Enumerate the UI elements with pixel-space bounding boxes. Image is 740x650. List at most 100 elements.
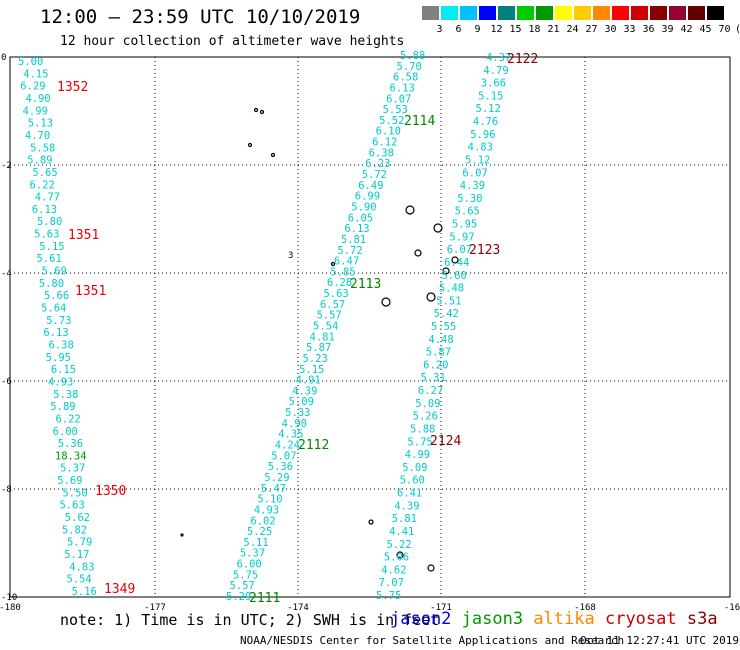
axis-ticks: -180 -177 -174 -171 -168 -16 0 -2 -4 -6 -8 -10 [0, 53, 740, 610]
wave-height-value: 5.47 [261, 483, 286, 495]
pass-time-label: 2113 [350, 277, 381, 292]
island-outline [433, 223, 443, 233]
x-tick-label: -16 [724, 603, 740, 610]
wave-height-value: 5.17 [64, 549, 89, 561]
wave-height-value: 5.48 [439, 283, 464, 295]
footer-note: note: 1) Time is in UTC; 2) SWH is in fe… [60, 611, 440, 629]
wave-height-value: 5.63 [34, 229, 59, 241]
island-outline [247, 142, 253, 148]
y-tick-label: 0 [1, 53, 6, 63]
pass-time-label: 2122 [507, 52, 538, 67]
satellite-legend: jason2 jason3 altika cryosat s3a [390, 609, 718, 629]
wave-height-value: 5.75 [407, 436, 432, 448]
pass-time-label: 2114 [404, 114, 435, 129]
wave-height-value: 5.72 [337, 245, 362, 257]
legend-swatch [460, 6, 477, 20]
legend-swatch [631, 6, 648, 20]
wave-height-value: 5.15 [478, 90, 503, 102]
wave-height-value: 6.57 [320, 299, 345, 311]
wave-height-value: 5.15 [299, 364, 324, 376]
wave-height-value: 5.57 [229, 580, 254, 592]
wave-height-value: 5.81 [392, 513, 417, 525]
wave-height-value: 5.57 [316, 310, 341, 322]
wave-height-value: 4.90 [25, 93, 50, 105]
map-frame [9, 56, 731, 598]
wave-height-value: 5.09 [289, 396, 314, 408]
wave-height-value: 5.31 [421, 372, 446, 384]
wave-height-value: 4.62 [381, 564, 406, 576]
x-tick-label: -171 [430, 603, 452, 610]
legend-label: 45 [699, 24, 712, 35]
wave-height-value: 5.89 [50, 401, 75, 413]
satellite-name: jason3 [461, 609, 534, 629]
wave-height-value: 6.22 [55, 413, 80, 425]
y-tick-label: -10 [1, 593, 17, 603]
wave-height-value: 4.90 [282, 418, 307, 430]
wave-height-value: 5.06 [384, 552, 409, 564]
island-outline [180, 533, 184, 537]
legend-label: 24 [566, 24, 579, 35]
wave-height-value: 5.37 [60, 463, 85, 475]
stray-label: 3 [288, 251, 293, 261]
pass-time-label: 1350 [95, 484, 126, 499]
wave-height-value: 5.80 [39, 278, 64, 290]
wave-height-value: 6.00 [53, 426, 78, 438]
wave-height-value: 5.80 [37, 216, 62, 228]
legend-label: 18 [528, 24, 541, 35]
pass-time-label: 1352 [57, 80, 88, 95]
wave-height-value: 5.88 [410, 423, 435, 435]
island-outline [451, 256, 459, 264]
island-outline [330, 261, 336, 267]
wave-height-value: 5.82 [62, 524, 87, 536]
wave-height-value: 5.97 [449, 231, 474, 243]
wave-height-value: 5.96 [470, 129, 495, 141]
time-labels: 1352 1351 1351 1350 1349 2114 2113 2112 2111 2122… [57, 52, 538, 606]
wave-height-value: 4.37 [486, 52, 511, 64]
wave-height-value: 6.15 [51, 364, 76, 376]
wave-height-value: 5.12 [476, 103, 501, 115]
wave-height-value: 6.28 [327, 277, 352, 289]
wave-height-value: 4.91 [296, 375, 321, 387]
x-tick-label: -177 [144, 603, 166, 610]
wave-height-value: 4.77 [35, 192, 60, 204]
wave-height-value: 5.75 [233, 569, 258, 581]
pass-time-label: 2123 [469, 243, 500, 258]
wave-height-value: 6.99 [355, 191, 380, 203]
island-outline [396, 551, 404, 559]
wave-height-value: 6.23 [365, 158, 390, 170]
wave-height-value: 5.25 [247, 526, 272, 538]
wave-height-value: 5.16 [72, 586, 97, 598]
y-tick-label: -6 [1, 377, 12, 387]
wave-height-value: 4.39 [292, 385, 317, 397]
wave-height-value: 5.23 [303, 353, 328, 365]
wave-height-value: 5.87 [306, 342, 331, 354]
wave-height-value: 18.34 [55, 450, 87, 462]
wave-height-value: 6.20 [423, 359, 448, 371]
wave-height-value: 6.49 [358, 180, 383, 192]
legend-label: 36 [642, 24, 655, 35]
legend-label: 33 [623, 24, 636, 35]
wave-height-value: 6.02 [250, 515, 275, 527]
legend-swatch [479, 6, 496, 20]
wave-height-value: 5.69 [42, 266, 67, 278]
legend-swatch [650, 6, 667, 20]
satellite-name: altika [533, 609, 605, 629]
wave-height-value: 5.11 [243, 537, 268, 549]
wave-height-value: 6.41 [397, 488, 422, 500]
wave-height-value: 5.63 [323, 288, 348, 300]
wave-height-value: 5.79 [67, 537, 92, 549]
legend-label: 39 [661, 24, 674, 35]
wave-height-value: 6.29 [20, 81, 45, 93]
wave-height-value: 5.51 [436, 295, 461, 307]
wave-height-value: 5.85 [330, 266, 355, 278]
wave-height-value: 5.42 [434, 308, 459, 320]
wave-height-value: 5.50 [62, 487, 87, 499]
legend-label: 42 [680, 24, 693, 35]
wave-height-value: 4.93 [48, 376, 73, 388]
island-outline [414, 249, 422, 257]
satellite-name: cryosat [604, 609, 687, 629]
wave-height-value: 5.61 [36, 253, 61, 265]
map-title: 12:00 – 23:59 UTC 10/10/2019 [40, 6, 361, 28]
wave-height-value: 5.63 [60, 500, 85, 512]
wave-height-value: 4.83 [69, 561, 94, 573]
